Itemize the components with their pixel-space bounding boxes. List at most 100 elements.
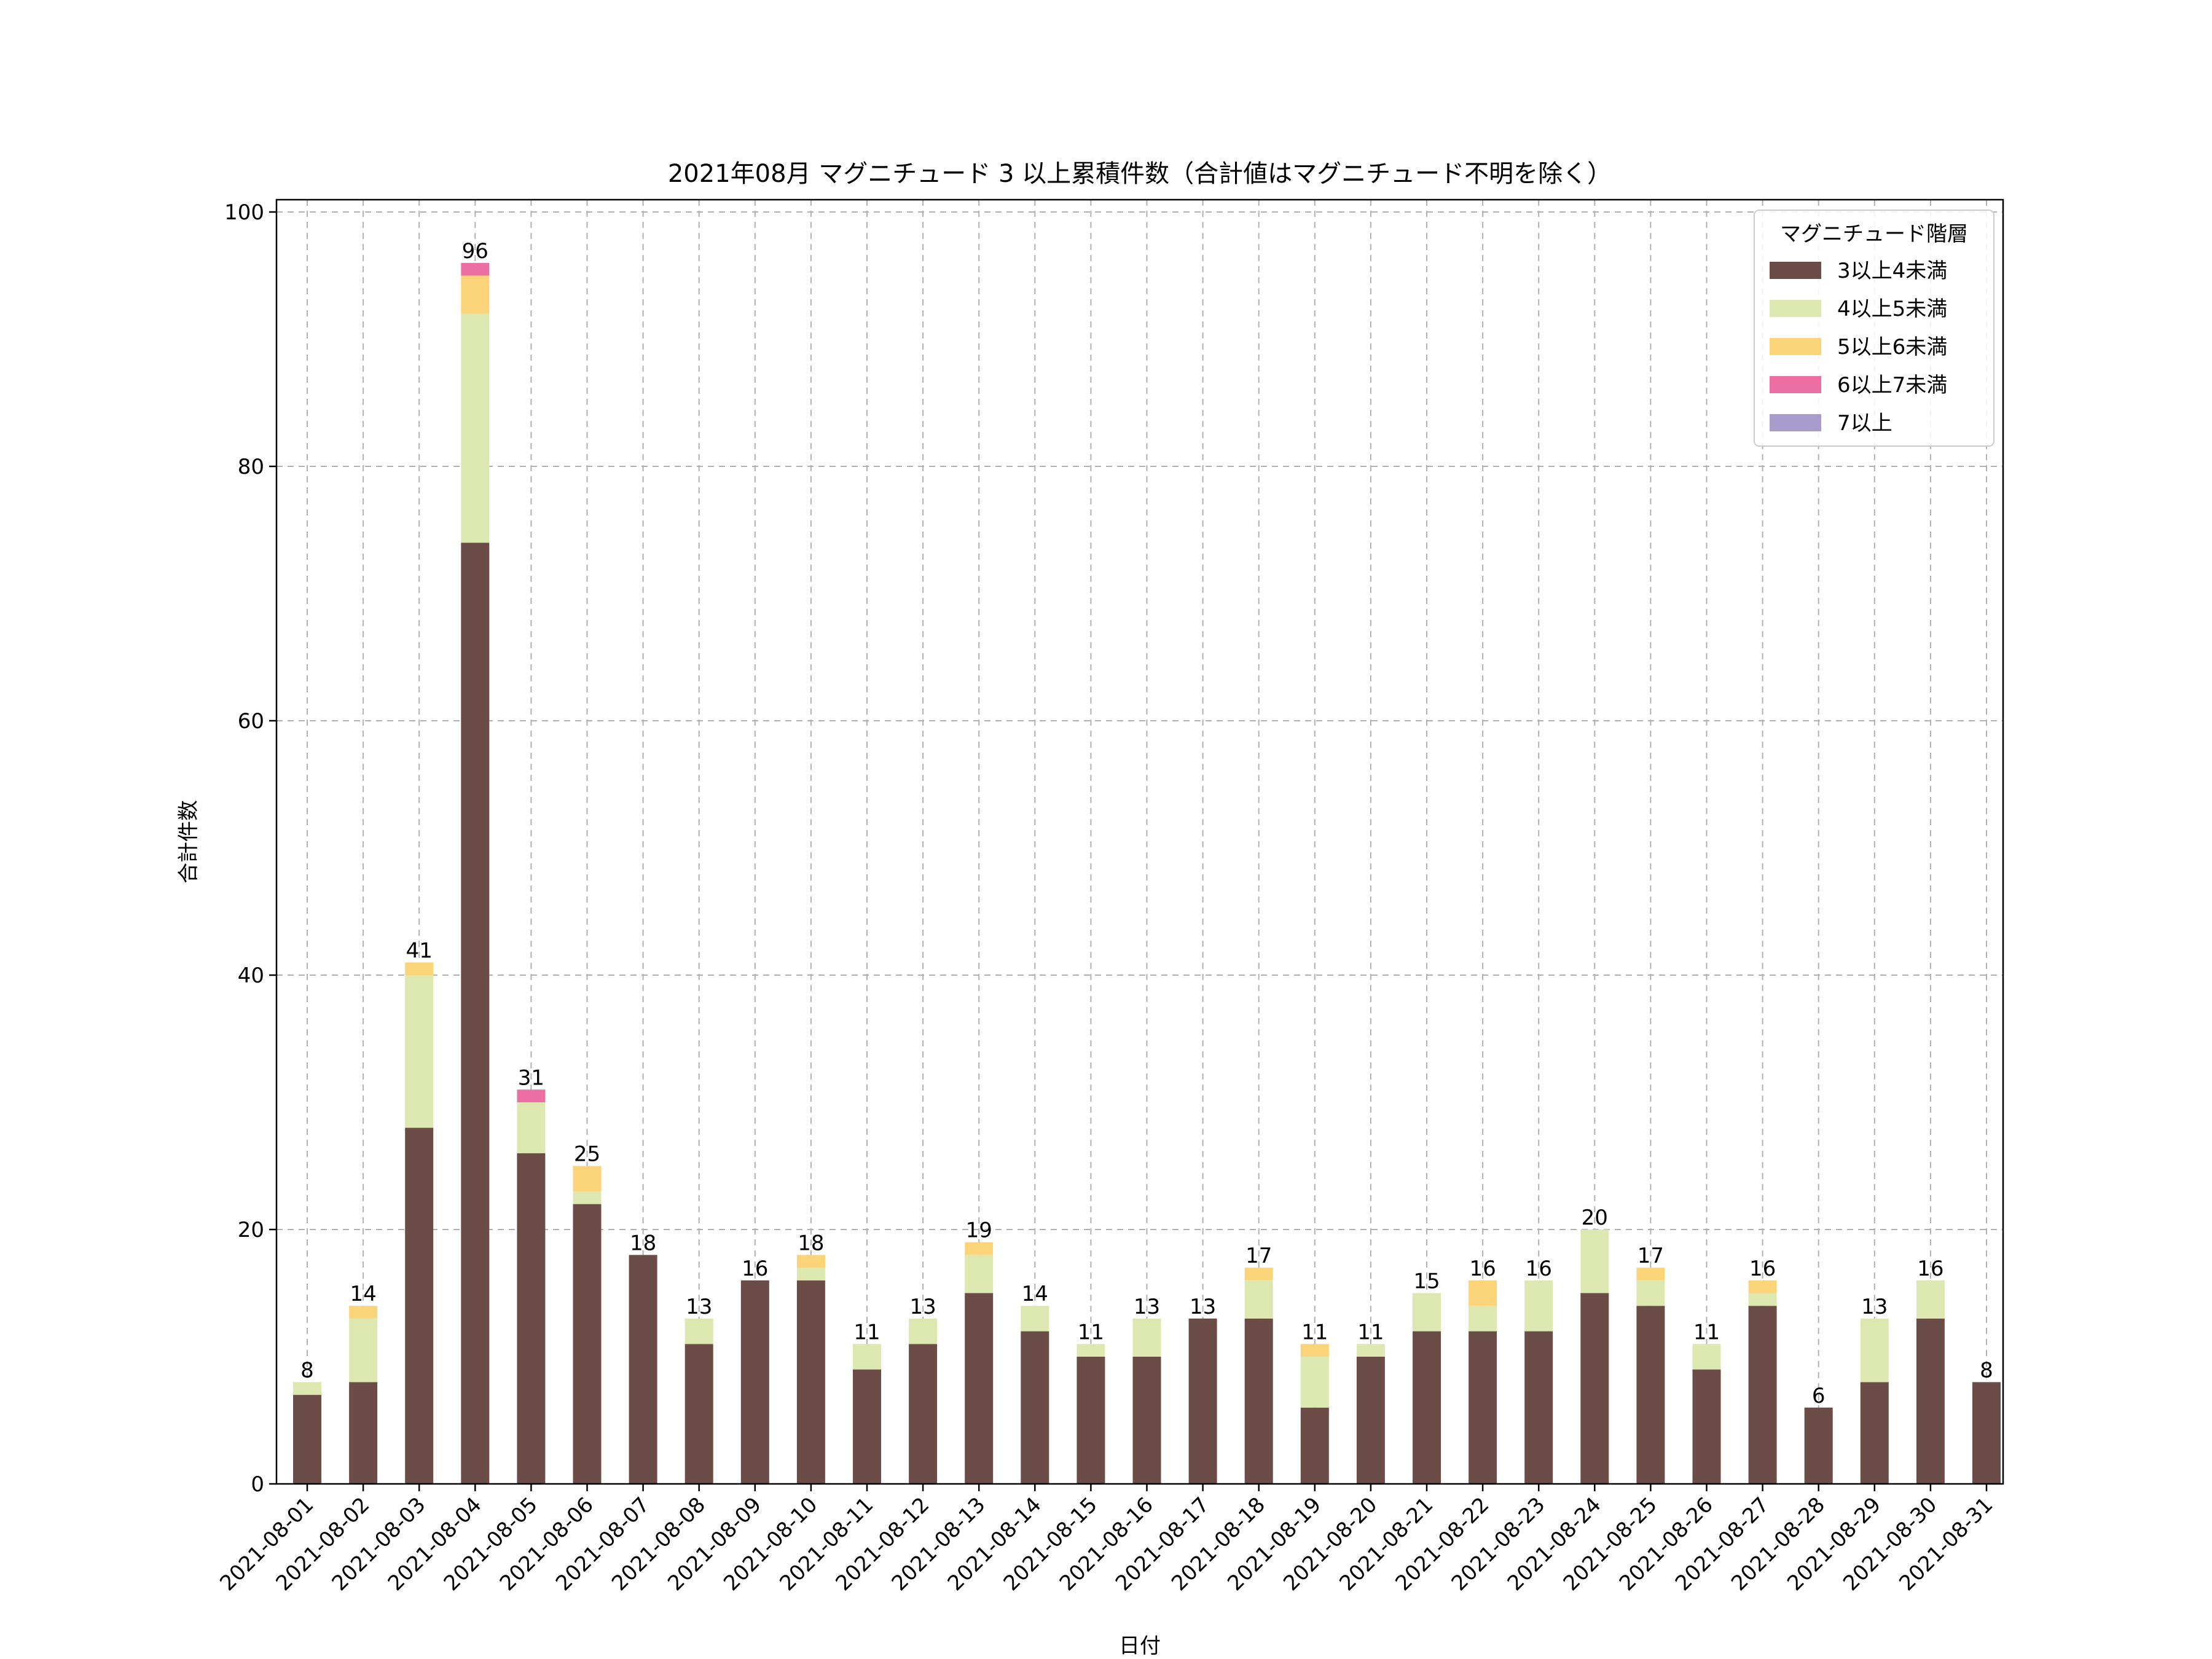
bar-segment [1636, 1306, 1665, 1484]
bar-segment [1636, 1280, 1665, 1306]
bar-total-label: 14 [1022, 1282, 1048, 1306]
bar-layer [293, 262, 2001, 1484]
bar-total-label: 15 [1413, 1269, 1440, 1294]
bar-total-label: 96 [462, 239, 488, 264]
bar-total-label: 16 [742, 1257, 768, 1281]
bar-total-label: 13 [1190, 1295, 1216, 1319]
bar-segment [349, 1306, 378, 1319]
bar-total-label: 11 [853, 1320, 880, 1344]
bar-segment [1132, 1357, 1161, 1484]
bar-segment [1300, 1344, 1329, 1357]
y-tick-label: 60 [238, 709, 264, 734]
bar-total-label: 11 [1357, 1320, 1384, 1344]
legend-swatch [1770, 376, 1821, 393]
bar-total-label: 17 [1245, 1244, 1272, 1268]
bar-segment [405, 975, 434, 1128]
bar-segment [1636, 1268, 1665, 1281]
legend: マグニチュード階層 3以上4未満 4以上5未満 5以上6未満 6以上7未満 7以上 [1754, 210, 1994, 447]
bar-segment [517, 1102, 546, 1153]
bar-total-label: 6 [1812, 1384, 1826, 1408]
bar-total-label: 17 [1637, 1244, 1664, 1268]
bar-total-label: 16 [1749, 1257, 1776, 1281]
bar-segment [1748, 1280, 1777, 1293]
bar-total-label: 25 [574, 1142, 600, 1167]
bar-total-label: 13 [1134, 1295, 1160, 1319]
bar-segment [740, 1280, 769, 1484]
legend-swatch [1770, 338, 1821, 355]
bar-segment [965, 1255, 994, 1293]
bar-total-label: 11 [1693, 1320, 1720, 1344]
bar-segment [349, 1318, 378, 1382]
bar-total-label: 8 [300, 1358, 314, 1382]
bar-segment [349, 1382, 378, 1484]
legend-label: 3以上4未満 [1837, 259, 1947, 283]
bar-segment [405, 1128, 434, 1484]
bar-segment [1860, 1318, 1889, 1382]
bar-total-label: 18 [630, 1231, 656, 1255]
bar-segment [573, 1166, 602, 1191]
bar-total-label: 16 [1526, 1257, 1552, 1281]
bar-segment [684, 1318, 713, 1344]
bar-segment [1356, 1357, 1385, 1484]
bar-segment [1580, 1230, 1609, 1293]
legend-label: 6以上7未満 [1837, 373, 1947, 398]
bar-total-label: 19 [966, 1218, 992, 1243]
bar-segment [796, 1255, 825, 1268]
grid-layer [276, 200, 2003, 1484]
bar-segment [965, 1293, 994, 1484]
bar-total-label: 11 [1078, 1320, 1104, 1344]
bar-segment [1132, 1318, 1161, 1357]
legend-label: 7以上 [1837, 411, 1892, 436]
bar-segment [965, 1242, 994, 1255]
bar-segment [1469, 1331, 1497, 1484]
bar-segment [1413, 1293, 1441, 1332]
bar-segment [1300, 1357, 1329, 1408]
legend-swatch [1770, 300, 1821, 317]
legend-swatch [1770, 262, 1821, 279]
bar-segment [1916, 1318, 1945, 1484]
bar-segment [1972, 1382, 2001, 1484]
bar-segment [1300, 1407, 1329, 1484]
bar-segment [1244, 1280, 1273, 1319]
bar-segment [796, 1280, 825, 1484]
plot-frame [275, 198, 2004, 1485]
bar-segment [1469, 1280, 1497, 1306]
bar-total-label: 14 [350, 1282, 376, 1306]
bar-total-label: 18 [798, 1231, 824, 1255]
bar-segment [1748, 1293, 1777, 1306]
bar-total-label: 8 [1980, 1358, 1993, 1382]
bar-segment [796, 1268, 825, 1281]
bar-segment [909, 1344, 938, 1484]
chart-title: 2021年08月 マグニチュード 3 以上累積件数（合計値はマグニチュード不明を… [668, 160, 1612, 188]
bar-total-label: 11 [1301, 1320, 1328, 1344]
y-tick-label: 80 [238, 455, 264, 479]
bar-segment [1413, 1331, 1441, 1484]
bar-segment [1077, 1344, 1105, 1357]
bar-segment [1524, 1280, 1553, 1332]
legend-label: 4以上5未満 [1837, 297, 1947, 321]
bar-segment [461, 543, 490, 1484]
bar-segment [517, 1089, 546, 1102]
y-axis-label: 合計件数 [176, 800, 201, 884]
bar-segment [1860, 1382, 1889, 1484]
bar-segment [1077, 1357, 1105, 1484]
bar-segment [573, 1204, 602, 1484]
legend-title: マグニチュード階層 [1780, 222, 1968, 246]
bar-segment [1524, 1331, 1553, 1484]
bar-segment [1021, 1331, 1049, 1484]
y-axis-ticks: 0 20 40 60 80 100 [224, 200, 276, 1497]
bar-segment [1580, 1293, 1609, 1484]
x-axis-ticks: 2021-08-012021-08-022021-08-032021-08-04… [215, 1484, 1998, 1596]
bar-segment [853, 1344, 881, 1370]
bar-total-label: 13 [686, 1295, 712, 1319]
bar-segment [1021, 1306, 1049, 1332]
bar-segment [1244, 1318, 1273, 1484]
bar-segment [1244, 1268, 1273, 1281]
bar-segment [1748, 1306, 1777, 1484]
bar-segment [1916, 1280, 1945, 1319]
bar-segment [853, 1369, 881, 1484]
bar-segment [461, 262, 490, 276]
bar-segment [1804, 1407, 1833, 1484]
bar-segment [1692, 1344, 1721, 1370]
